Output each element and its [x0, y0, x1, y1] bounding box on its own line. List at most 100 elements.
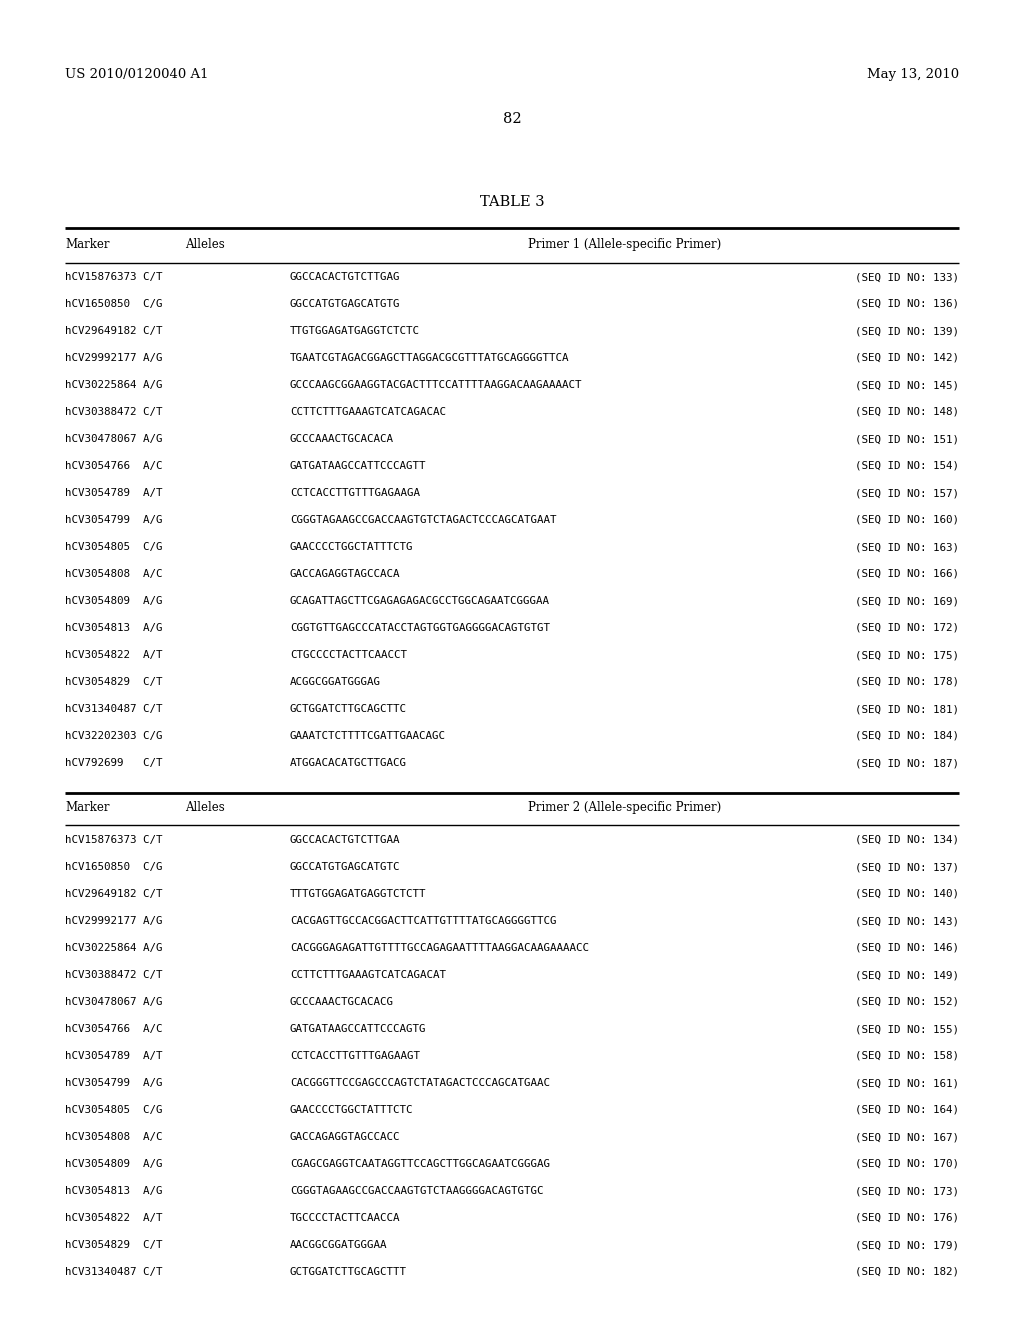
- Text: CGGTGTTGAGCCCATACCTAGTGGTGAGGGGACAGTGTGT: CGGTGTTGAGCCCATACCTAGTGGTGAGGGGACAGTGTGT: [290, 623, 550, 634]
- Text: hCV3054805  C/G: hCV3054805 C/G: [65, 1105, 163, 1115]
- Text: Marker: Marker: [65, 238, 110, 251]
- Text: CACGGGAGAGATTGTTTTGCCAGAGAATTTTAAGGACAAGAAAACC: CACGGGAGAGATTGTTTTGCCAGAGAATTTTAAGGACAAG…: [290, 942, 589, 953]
- Text: hCV30388472 C/T: hCV30388472 C/T: [65, 407, 163, 417]
- Text: (SEQ ID NO: 149): (SEQ ID NO: 149): [855, 970, 959, 979]
- Text: (SEQ ID NO: 143): (SEQ ID NO: 143): [855, 916, 959, 927]
- Text: (SEQ ID NO: 155): (SEQ ID NO: 155): [855, 1024, 959, 1034]
- Text: (SEQ ID NO: 154): (SEQ ID NO: 154): [855, 461, 959, 471]
- Text: hCV29992177 A/G: hCV29992177 A/G: [65, 352, 163, 363]
- Text: GCCCAAGCGGAAGGTACGACTTTCCATTTTAAGGACAAGAAAACT: GCCCAAGCGGAAGGTACGACTTTCCATTTTAAGGACAAGA…: [290, 380, 583, 389]
- Text: (SEQ ID NO: 134): (SEQ ID NO: 134): [855, 836, 959, 845]
- Text: US 2010/0120040 A1: US 2010/0120040 A1: [65, 69, 209, 81]
- Text: hCV3054822  A/T: hCV3054822 A/T: [65, 649, 163, 660]
- Text: GATGATAAGCCATTCCCAGTT: GATGATAAGCCATTCCCAGTT: [290, 461, 427, 471]
- Text: hCV29649182 C/T: hCV29649182 C/T: [65, 326, 163, 337]
- Text: Alleles: Alleles: [185, 238, 224, 251]
- Text: TGAATCGTAGACGGAGCTTAGGACGCGTTTATGCAGGGGTTCA: TGAATCGTAGACGGAGCTTAGGACGCGTTTATGCAGGGGT…: [290, 352, 569, 363]
- Text: CCTCACCTTGTTTGAGAAGT: CCTCACCTTGTTTGAGAAGT: [290, 1051, 420, 1061]
- Text: hCV30225864 A/G: hCV30225864 A/G: [65, 942, 163, 953]
- Text: (SEQ ID NO: 181): (SEQ ID NO: 181): [855, 704, 959, 714]
- Text: TTGTGGAGATGAGGTCTCTC: TTGTGGAGATGAGGTCTCTC: [290, 326, 420, 337]
- Text: hCV3054813  A/G: hCV3054813 A/G: [65, 623, 163, 634]
- Text: CCTTCTTTGAAAGTCATCAGACAT: CCTTCTTTGAAAGTCATCAGACAT: [290, 970, 446, 979]
- Text: GCTGGATCTTGCAGCTTC: GCTGGATCTTGCAGCTTC: [290, 704, 407, 714]
- Text: GGCCACACTGTCTTGAA: GGCCACACTGTCTTGAA: [290, 836, 400, 845]
- Text: hCV3054829  C/T: hCV3054829 C/T: [65, 1239, 163, 1250]
- Text: hCV3054789  A/T: hCV3054789 A/T: [65, 1051, 163, 1061]
- Text: hCV3054805  C/G: hCV3054805 C/G: [65, 543, 163, 552]
- Text: hCV29992177 A/G: hCV29992177 A/G: [65, 916, 163, 927]
- Text: hCV3054822  A/T: hCV3054822 A/T: [65, 1213, 163, 1224]
- Text: hCV792699   C/T: hCV792699 C/T: [65, 758, 163, 768]
- Text: hCV3054799  A/G: hCV3054799 A/G: [65, 1078, 163, 1088]
- Text: (SEQ ID NO: 161): (SEQ ID NO: 161): [855, 1078, 959, 1088]
- Text: hCV3054808  A/C: hCV3054808 A/C: [65, 569, 163, 579]
- Text: (SEQ ID NO: 173): (SEQ ID NO: 173): [855, 1185, 959, 1196]
- Text: (SEQ ID NO: 151): (SEQ ID NO: 151): [855, 434, 959, 444]
- Text: GGCCATGTGAGCATGTG: GGCCATGTGAGCATGTG: [290, 300, 400, 309]
- Text: May 13, 2010: May 13, 2010: [867, 69, 959, 81]
- Text: (SEQ ID NO: 187): (SEQ ID NO: 187): [855, 758, 959, 768]
- Text: (SEQ ID NO: 139): (SEQ ID NO: 139): [855, 326, 959, 337]
- Text: CCTCACCTTGTTTGAGAAGA: CCTCACCTTGTTTGAGAAGA: [290, 488, 420, 498]
- Text: (SEQ ID NO: 163): (SEQ ID NO: 163): [855, 543, 959, 552]
- Text: (SEQ ID NO: 136): (SEQ ID NO: 136): [855, 300, 959, 309]
- Text: GACCAGAGGTAGCCACC: GACCAGAGGTAGCCACC: [290, 1133, 400, 1142]
- Text: hCV3054766  A/C: hCV3054766 A/C: [65, 461, 163, 471]
- Text: CACGGGTTCCGAGCCCAGTCTATAGACTCCCAGCATGAAC: CACGGGTTCCGAGCCCAGTCTATAGACTCCCAGCATGAAC: [290, 1078, 550, 1088]
- Text: GGCCATGTGAGCATGTC: GGCCATGTGAGCATGTC: [290, 862, 400, 873]
- Text: (SEQ ID NO: 178): (SEQ ID NO: 178): [855, 677, 959, 686]
- Text: ATGGACACATGCTTGACG: ATGGACACATGCTTGACG: [290, 758, 407, 768]
- Text: (SEQ ID NO: 169): (SEQ ID NO: 169): [855, 597, 959, 606]
- Text: (SEQ ID NO: 164): (SEQ ID NO: 164): [855, 1105, 959, 1115]
- Text: hCV3054829  C/T: hCV3054829 C/T: [65, 677, 163, 686]
- Text: CGGGTAGAAGCCGACCAAGTGTCTAAGGGGACAGTGTGC: CGGGTAGAAGCCGACCAAGTGTCTAAGGGGACAGTGTGC: [290, 1185, 544, 1196]
- Text: (SEQ ID NO: 184): (SEQ ID NO: 184): [855, 731, 959, 741]
- Text: 82: 82: [503, 112, 521, 125]
- Text: hCV3054813  A/G: hCV3054813 A/G: [65, 1185, 163, 1196]
- Text: hCV15876373 C/T: hCV15876373 C/T: [65, 272, 163, 282]
- Text: hCV3054809  A/G: hCV3054809 A/G: [65, 597, 163, 606]
- Text: hCV3054799  A/G: hCV3054799 A/G: [65, 515, 163, 525]
- Text: (SEQ ID NO: 140): (SEQ ID NO: 140): [855, 888, 959, 899]
- Text: hCV15876373 C/T: hCV15876373 C/T: [65, 836, 163, 845]
- Text: GGCCACACTGTCTTGAG: GGCCACACTGTCTTGAG: [290, 272, 400, 282]
- Text: hCV32202303 C/G: hCV32202303 C/G: [65, 731, 163, 741]
- Text: GAACCCCTGGCTATTTCTC: GAACCCCTGGCTATTTCTC: [290, 1105, 414, 1115]
- Text: GCTGGATCTTGCAGCTTT: GCTGGATCTTGCAGCTTT: [290, 1267, 407, 1276]
- Text: TTTGTGGAGATGAGGTCTCTT: TTTGTGGAGATGAGGTCTCTT: [290, 888, 427, 899]
- Text: (SEQ ID NO: 175): (SEQ ID NO: 175): [855, 649, 959, 660]
- Text: hCV3054809  A/G: hCV3054809 A/G: [65, 1159, 163, 1170]
- Text: (SEQ ID NO: 182): (SEQ ID NO: 182): [855, 1267, 959, 1276]
- Text: hCV30225864 A/G: hCV30225864 A/G: [65, 380, 163, 389]
- Text: hCV30478067 A/G: hCV30478067 A/G: [65, 997, 163, 1007]
- Text: (SEQ ID NO: 133): (SEQ ID NO: 133): [855, 272, 959, 282]
- Text: Alleles: Alleles: [185, 801, 224, 814]
- Text: hCV1650850  C/G: hCV1650850 C/G: [65, 862, 163, 873]
- Text: (SEQ ID NO: 158): (SEQ ID NO: 158): [855, 1051, 959, 1061]
- Text: CTGCCCCTACTTCAACCT: CTGCCCCTACTTCAACCT: [290, 649, 407, 660]
- Text: Primer 2 (Allele-specific Primer): Primer 2 (Allele-specific Primer): [528, 801, 721, 814]
- Text: hCV30388472 C/T: hCV30388472 C/T: [65, 970, 163, 979]
- Text: hCV31340487 C/T: hCV31340487 C/T: [65, 1267, 163, 1276]
- Text: (SEQ ID NO: 170): (SEQ ID NO: 170): [855, 1159, 959, 1170]
- Text: GATGATAAGCCATTCCCAGTG: GATGATAAGCCATTCCCAGTG: [290, 1024, 427, 1034]
- Text: ACGGCGGATGGGAG: ACGGCGGATGGGAG: [290, 677, 381, 686]
- Text: (SEQ ID NO: 172): (SEQ ID NO: 172): [855, 623, 959, 634]
- Text: GCAGATTAGCTTCGAGAGAGACGCCTGGCAGAATCGGGAA: GCAGATTAGCTTCGAGAGAGACGCCTGGCAGAATCGGGAA: [290, 597, 550, 606]
- Text: hCV31340487 C/T: hCV31340487 C/T: [65, 704, 163, 714]
- Text: (SEQ ID NO: 152): (SEQ ID NO: 152): [855, 997, 959, 1007]
- Text: GCCCAAACTGCACACG: GCCCAAACTGCACACG: [290, 997, 394, 1007]
- Text: hCV1650850  C/G: hCV1650850 C/G: [65, 300, 163, 309]
- Text: Marker: Marker: [65, 801, 110, 814]
- Text: (SEQ ID NO: 146): (SEQ ID NO: 146): [855, 942, 959, 953]
- Text: (SEQ ID NO: 148): (SEQ ID NO: 148): [855, 407, 959, 417]
- Text: (SEQ ID NO: 142): (SEQ ID NO: 142): [855, 352, 959, 363]
- Text: GCCCAAACTGCACACA: GCCCAAACTGCACACA: [290, 434, 394, 444]
- Text: (SEQ ID NO: 167): (SEQ ID NO: 167): [855, 1133, 959, 1142]
- Text: CACGAGTTGCCACGGACTTCATTGTTTTATGCAGGGGTTCG: CACGAGTTGCCACGGACTTCATTGTTTTATGCAGGGGTTC…: [290, 916, 556, 927]
- Text: (SEQ ID NO: 179): (SEQ ID NO: 179): [855, 1239, 959, 1250]
- Text: (SEQ ID NO: 176): (SEQ ID NO: 176): [855, 1213, 959, 1224]
- Text: (SEQ ID NO: 137): (SEQ ID NO: 137): [855, 862, 959, 873]
- Text: hCV3054808  A/C: hCV3054808 A/C: [65, 1133, 163, 1142]
